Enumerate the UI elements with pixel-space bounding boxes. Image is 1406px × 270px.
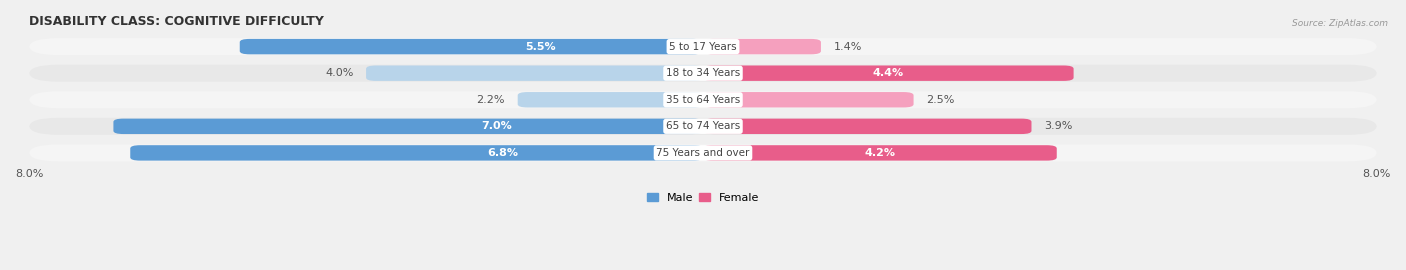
FancyBboxPatch shape — [114, 119, 703, 134]
Text: 75 Years and over: 75 Years and over — [657, 148, 749, 158]
FancyBboxPatch shape — [703, 92, 914, 107]
Text: Source: ZipAtlas.com: Source: ZipAtlas.com — [1292, 19, 1388, 28]
FancyBboxPatch shape — [517, 92, 703, 107]
FancyBboxPatch shape — [703, 119, 1032, 134]
FancyBboxPatch shape — [30, 91, 1376, 108]
FancyBboxPatch shape — [30, 144, 1376, 161]
FancyBboxPatch shape — [240, 39, 703, 54]
Text: 5 to 17 Years: 5 to 17 Years — [669, 42, 737, 52]
FancyBboxPatch shape — [30, 65, 1376, 82]
Text: 4.0%: 4.0% — [325, 68, 353, 78]
Text: DISABILITY CLASS: COGNITIVE DIFFICULTY: DISABILITY CLASS: COGNITIVE DIFFICULTY — [30, 15, 323, 28]
Text: 1.4%: 1.4% — [834, 42, 862, 52]
Text: 2.2%: 2.2% — [477, 95, 505, 105]
Text: 35 to 64 Years: 35 to 64 Years — [666, 95, 740, 105]
Text: 18 to 34 Years: 18 to 34 Years — [666, 68, 740, 78]
Text: 6.8%: 6.8% — [486, 148, 517, 158]
Text: 5.5%: 5.5% — [526, 42, 557, 52]
FancyBboxPatch shape — [703, 66, 1074, 81]
FancyBboxPatch shape — [30, 38, 1376, 55]
Text: 7.0%: 7.0% — [481, 121, 512, 131]
Text: 65 to 74 Years: 65 to 74 Years — [666, 121, 740, 131]
FancyBboxPatch shape — [703, 39, 821, 54]
Text: 4.4%: 4.4% — [873, 68, 904, 78]
FancyBboxPatch shape — [703, 145, 1057, 161]
Text: 4.2%: 4.2% — [865, 148, 896, 158]
FancyBboxPatch shape — [131, 145, 703, 161]
FancyBboxPatch shape — [366, 66, 703, 81]
Legend: Male, Female: Male, Female — [643, 188, 763, 207]
FancyBboxPatch shape — [30, 118, 1376, 135]
Text: 3.9%: 3.9% — [1045, 121, 1073, 131]
Text: 2.5%: 2.5% — [927, 95, 955, 105]
